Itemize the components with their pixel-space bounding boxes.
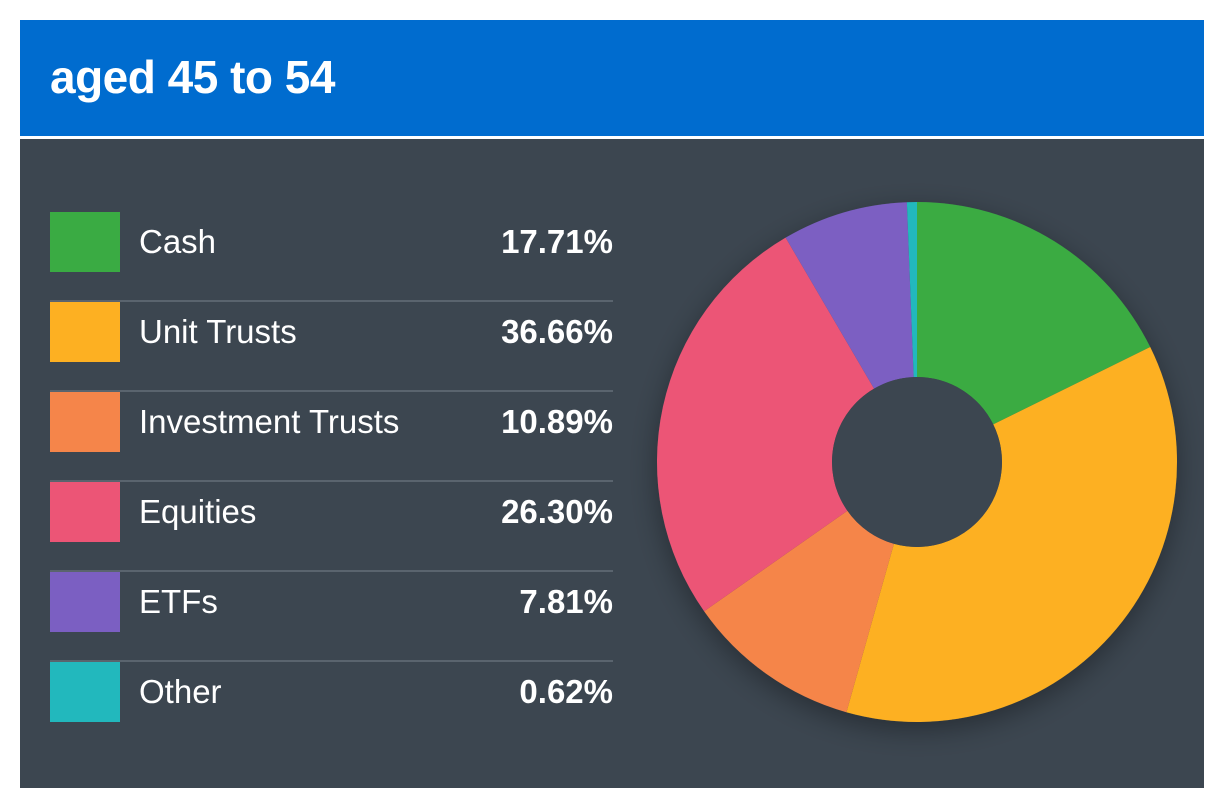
chart-card: aged 45 to 54 Cash 17.71% Unit Trusts 36… (20, 20, 1204, 788)
legend-swatch (50, 482, 120, 542)
legend-value: 17.71% (501, 223, 613, 260)
legend-divider (50, 660, 613, 662)
legend-label: Investment Trusts (139, 403, 400, 440)
legend-divider (50, 570, 613, 572)
legend-divider (50, 480, 613, 482)
legend-value: 0.62% (519, 673, 613, 710)
legend-item-cash: Cash 17.71% (50, 212, 613, 302)
slice-equities[interactable] (657, 237, 875, 612)
legend-swatch (50, 212, 120, 272)
legend-label: Equities (139, 493, 257, 530)
donut-hole (832, 377, 1002, 547)
legend-item-etfs: ETFs 7.81% (50, 572, 613, 662)
legend-divider (50, 390, 613, 392)
legend-item-equities: Equities 26.30% (50, 482, 613, 572)
chart-title: aged 45 to 54 (50, 51, 335, 103)
slice-investment-trusts[interactable] (704, 510, 894, 713)
legend-swatch (50, 572, 120, 632)
legend-value: 10.89% (501, 403, 613, 440)
legend-swatch (50, 302, 120, 362)
donut-chart (637, 182, 1197, 742)
donut-chart-svg (657, 202, 1177, 723)
legend-item-unit-trusts: Unit Trusts 36.66% (50, 302, 613, 392)
legend-label: Cash (139, 223, 217, 260)
slice-unit-trusts[interactable] (846, 347, 1177, 723)
slice-etfs[interactable] (785, 202, 914, 389)
legend-label: ETFs (139, 583, 218, 620)
slice-cash[interactable] (917, 202, 1151, 425)
legend-label: Other (139, 673, 222, 710)
legend-divider (50, 300, 613, 302)
legend-value: 36.66% (501, 313, 613, 350)
legend-swatch (50, 662, 120, 722)
legend-swatch (50, 392, 120, 452)
chart-header: aged 45 to 54 (20, 20, 1204, 139)
slice-other[interactable] (906, 202, 917, 378)
legend-label: Unit Trusts (139, 313, 297, 350)
legend: Cash 17.71% Unit Trusts 36.66% Investmen… (50, 212, 613, 752)
legend-item-other: Other 0.62% (50, 662, 613, 752)
legend-value: 7.81% (519, 583, 613, 620)
legend-value: 26.30% (501, 493, 613, 530)
legend-item-investment-trusts: Investment Trusts 10.89% (50, 392, 613, 482)
